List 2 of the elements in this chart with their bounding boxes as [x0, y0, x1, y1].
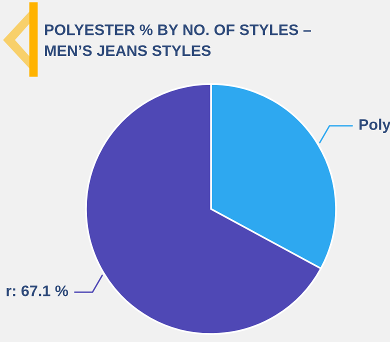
slice-label: r: 67.1 % [6, 285, 68, 296]
chart-title: POLYESTER % BY NO. OF STYLES – MEN’S JEANS STYLES [45, 24, 311, 56]
